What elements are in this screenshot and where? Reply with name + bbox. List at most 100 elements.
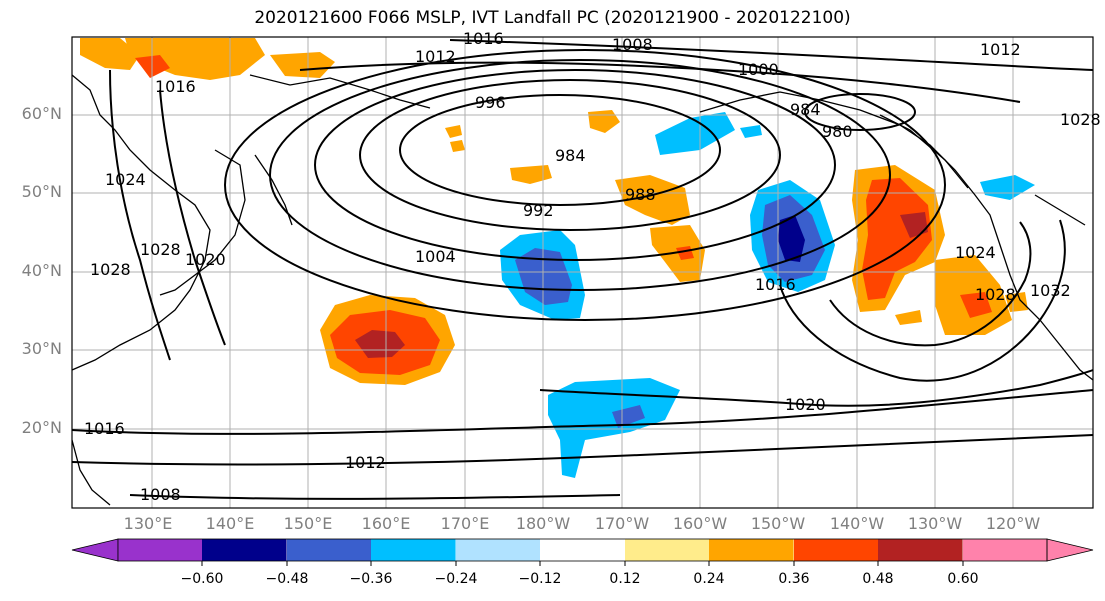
isobar: [129, 494, 621, 500]
contour-label: 996: [475, 93, 506, 112]
colorbar-bin: [794, 539, 879, 561]
isobar: [109, 69, 171, 361]
anomaly-patch: [445, 125, 462, 138]
contour-label: 1016: [755, 275, 796, 294]
contour-label: 1028: [90, 260, 131, 279]
isobar: [314, 69, 836, 261]
contour-label: 1028: [1060, 110, 1101, 129]
isobar: [399, 94, 721, 206]
lat-label: 50°N: [21, 182, 62, 201]
anomaly-patch: [270, 52, 335, 78]
isobar: [71, 434, 1094, 466]
lon-label: 140°E: [205, 514, 255, 533]
contour-label: 1004: [415, 247, 456, 266]
mslp-contours: [71, 39, 1094, 500]
colorbar-min-extension: [71, 538, 119, 562]
colorbar-tick-label: −0.48: [265, 571, 309, 587]
isobar: [804, 93, 916, 131]
lon-label: 120°W: [985, 514, 1041, 533]
anomaly-patch: [588, 110, 620, 133]
contour-label: 992: [523, 201, 554, 220]
contour-label: 1024: [105, 170, 146, 189]
colorbar-bin: [540, 539, 625, 561]
lon-label: 180°W: [515, 514, 571, 533]
anomaly-patch: [450, 140, 465, 152]
lon-label: 160°E: [361, 514, 411, 533]
lon-label: 160°W: [672, 514, 728, 533]
lon-label: 170°W: [594, 514, 650, 533]
colorbar-tick-label: −0.24: [434, 571, 478, 587]
map-title: 2020121600 F066 MSLP, IVT Landfall PC (2…: [254, 8, 851, 28]
contour-label: 1024: [955, 243, 996, 262]
colorbar-tick-label: −0.36: [349, 571, 393, 587]
colorbar-tick-label: −0.60: [180, 571, 224, 587]
colorbar-bin: [963, 539, 1048, 561]
lon-label: 140°W: [829, 514, 885, 533]
isobar: [359, 79, 781, 231]
colorbar-bin: [118, 539, 203, 561]
contour-label: 1020: [185, 250, 226, 269]
contour-label: 1000: [738, 60, 779, 79]
anomaly-patch: [355, 330, 405, 358]
anomaly-patch: [655, 112, 735, 155]
lat-label: 60°N: [21, 104, 62, 123]
colorbar-tick-label: 0.36: [778, 571, 810, 587]
contour-label: 988: [625, 185, 656, 204]
colorbar-bin: [287, 539, 372, 561]
colorbar-tick-label: 0.48: [862, 571, 894, 587]
anomaly-patch: [615, 175, 690, 225]
lat-label: 40°N: [21, 261, 62, 280]
anomaly-patch: [862, 178, 932, 300]
lat-label: 30°N: [21, 339, 62, 358]
isobar: [159, 89, 226, 346]
anomaly-patch: [650, 225, 705, 282]
anomaly-patch: [960, 292, 992, 318]
colorbar-bin: [371, 539, 456, 561]
anomaly-patch: [980, 175, 1035, 200]
isobar: [71, 389, 1094, 435]
colorbar-tick-label: −0.12: [518, 571, 562, 587]
contour-label: 1008: [612, 35, 653, 54]
colorbar-tick-label: 0.24: [693, 571, 725, 587]
isobar: [224, 49, 946, 321]
isobar: [829, 221, 1032, 347]
contour-label: 1016: [84, 419, 125, 438]
lon-label: 170°E: [440, 514, 490, 533]
isobar: [269, 59, 891, 291]
anomaly-patch: [740, 125, 762, 138]
colorbar-tick-label: 0.60: [947, 571, 979, 587]
colorbar-bin: [878, 539, 963, 561]
contour-label: 1012: [415, 47, 456, 66]
colorbar-bin: [202, 539, 287, 561]
colorbar-outline: [117, 538, 1048, 562]
contour-label: 1016: [155, 77, 196, 96]
contour-labels: 1012 1016 1008 1000 1012 996 984 980 984…: [84, 29, 1101, 504]
contour-label: 980: [822, 122, 853, 141]
colorbar-bin: [456, 539, 541, 561]
contour-label: 984: [790, 100, 821, 119]
lon-label: 130°E: [123, 514, 173, 533]
contour-label: 1028: [975, 285, 1016, 304]
lat-label: 20°N: [21, 418, 62, 437]
anomaly-patch: [548, 378, 680, 478]
contour-label: 984: [555, 146, 586, 165]
colorbar: [71, 538, 1094, 566]
colorbar-max-extension: [1046, 538, 1094, 562]
lon-label: 150°W: [750, 514, 806, 533]
isobar: [539, 369, 1094, 407]
anomaly-patch: [80, 38, 140, 70]
colorbar-bin: [709, 539, 794, 561]
colorbar-tick-label: 0.12: [609, 571, 641, 587]
contour-label: 1016: [463, 29, 504, 48]
contour-label: 1012: [345, 453, 386, 472]
anomaly-patch: [612, 405, 645, 428]
contour-label: 1032: [1030, 281, 1071, 300]
anomaly-patch: [1005, 292, 1028, 312]
anomaly-patch: [895, 310, 922, 325]
graticule: [72, 37, 1093, 508]
anomaly-patch: [778, 215, 805, 262]
isobar: [299, 61, 1021, 103]
isobar: [449, 39, 1094, 71]
contour-label: 1008: [140, 485, 181, 504]
